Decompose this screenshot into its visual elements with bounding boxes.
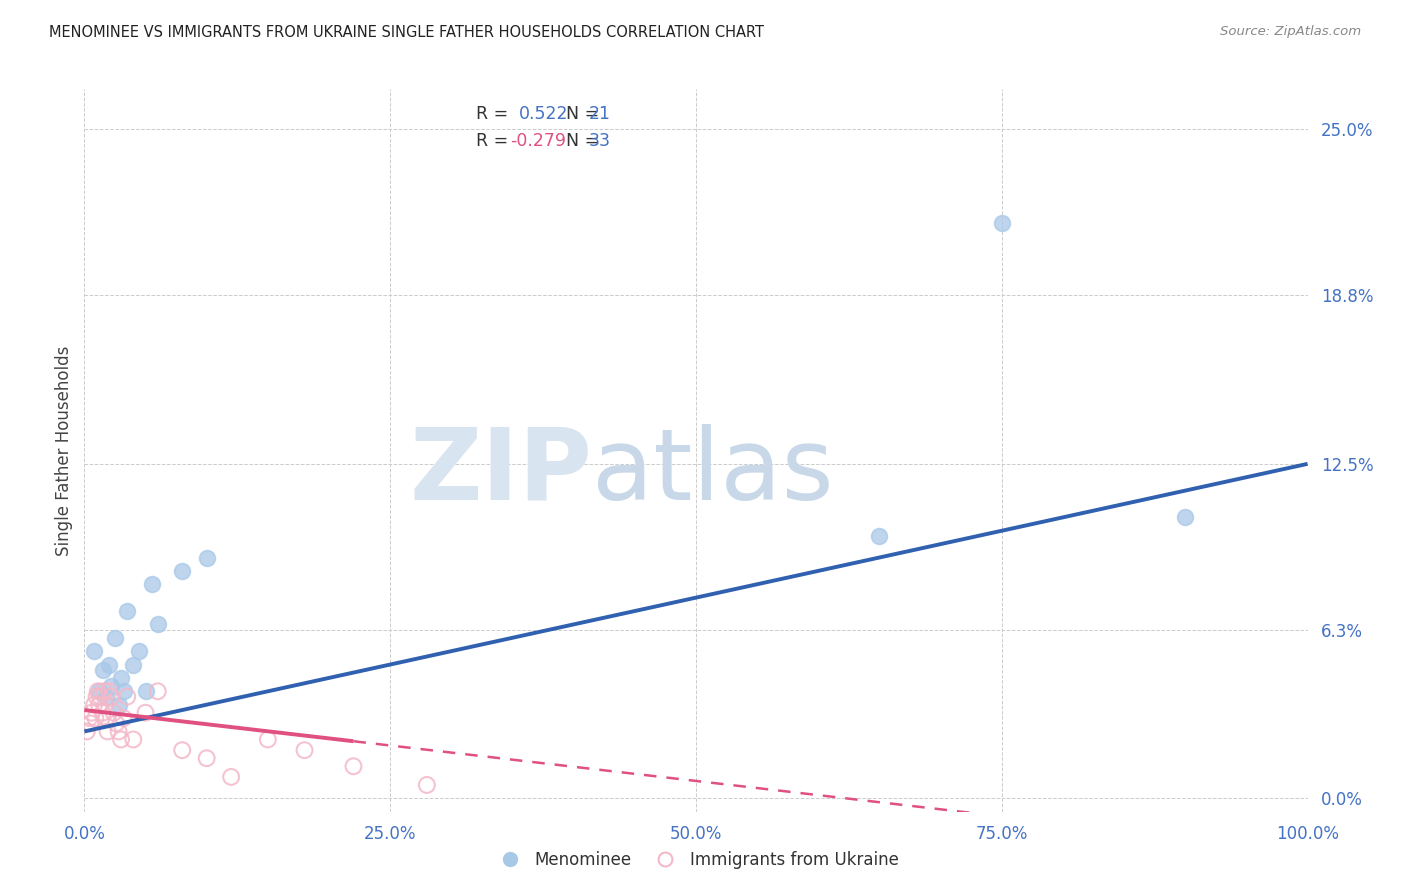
Point xyxy=(135,706,157,720)
Text: N =: N = xyxy=(555,105,605,123)
Point xyxy=(96,690,118,704)
Text: MENOMINEE VS IMMIGRANTS FROM UKRAINE SINGLE FATHER HOUSEHOLDS CORRELATION CHART: MENOMINEE VS IMMIGRANTS FROM UKRAINE SIN… xyxy=(49,25,765,40)
Point xyxy=(105,716,128,731)
Point xyxy=(107,724,129,739)
Point xyxy=(122,732,145,747)
Point xyxy=(91,663,114,677)
Point xyxy=(87,684,110,698)
Text: Source: ZipAtlas.com: Source: ZipAtlas.com xyxy=(1220,25,1361,38)
Text: ZIP: ZIP xyxy=(409,424,592,521)
Point xyxy=(257,732,280,747)
Point xyxy=(195,751,218,765)
Point xyxy=(87,684,110,698)
Point xyxy=(294,743,316,757)
Point xyxy=(146,617,169,632)
Point xyxy=(93,684,115,698)
Point xyxy=(112,711,135,725)
Point xyxy=(195,550,218,565)
Point xyxy=(135,684,157,698)
Point xyxy=(172,743,194,757)
Point xyxy=(991,216,1014,230)
Point xyxy=(100,679,122,693)
Point xyxy=(77,711,100,725)
Point xyxy=(115,604,138,618)
Point xyxy=(84,711,107,725)
Point xyxy=(110,671,132,685)
Point xyxy=(76,724,98,739)
Point xyxy=(128,644,150,658)
Point xyxy=(107,698,129,712)
Text: R =: R = xyxy=(475,105,519,123)
Point xyxy=(89,690,111,704)
Point xyxy=(79,716,101,731)
Point xyxy=(100,690,122,704)
Point xyxy=(146,684,169,698)
Point xyxy=(87,698,110,712)
Text: N =: N = xyxy=(555,132,605,150)
Point xyxy=(96,711,118,725)
Point xyxy=(110,732,132,747)
Text: 33: 33 xyxy=(588,132,610,150)
Point xyxy=(104,631,127,645)
Point xyxy=(97,724,120,739)
Point xyxy=(112,684,135,698)
Point xyxy=(115,690,138,704)
Y-axis label: Single Father Households: Single Father Households xyxy=(55,345,73,556)
Point xyxy=(103,706,125,720)
Text: R =: R = xyxy=(475,132,513,150)
Point xyxy=(869,529,891,543)
Point xyxy=(83,644,105,658)
Text: -0.279: -0.279 xyxy=(510,132,567,150)
Legend: Menominee, Immigrants from Ukraine: Menominee, Immigrants from Ukraine xyxy=(486,845,905,876)
Point xyxy=(342,759,364,773)
Point xyxy=(1174,510,1197,524)
Point xyxy=(97,684,120,698)
Point xyxy=(94,698,117,712)
Text: 21: 21 xyxy=(588,105,610,123)
Point xyxy=(172,564,194,578)
Text: 0.522: 0.522 xyxy=(519,105,568,123)
Point xyxy=(219,770,242,784)
Point xyxy=(122,657,145,672)
Point xyxy=(97,657,120,672)
Point xyxy=(141,577,163,591)
Point xyxy=(83,698,105,712)
Point xyxy=(91,706,114,720)
Text: atlas: atlas xyxy=(592,424,834,521)
Point xyxy=(416,778,439,792)
Point xyxy=(80,706,103,720)
Point xyxy=(86,690,108,704)
